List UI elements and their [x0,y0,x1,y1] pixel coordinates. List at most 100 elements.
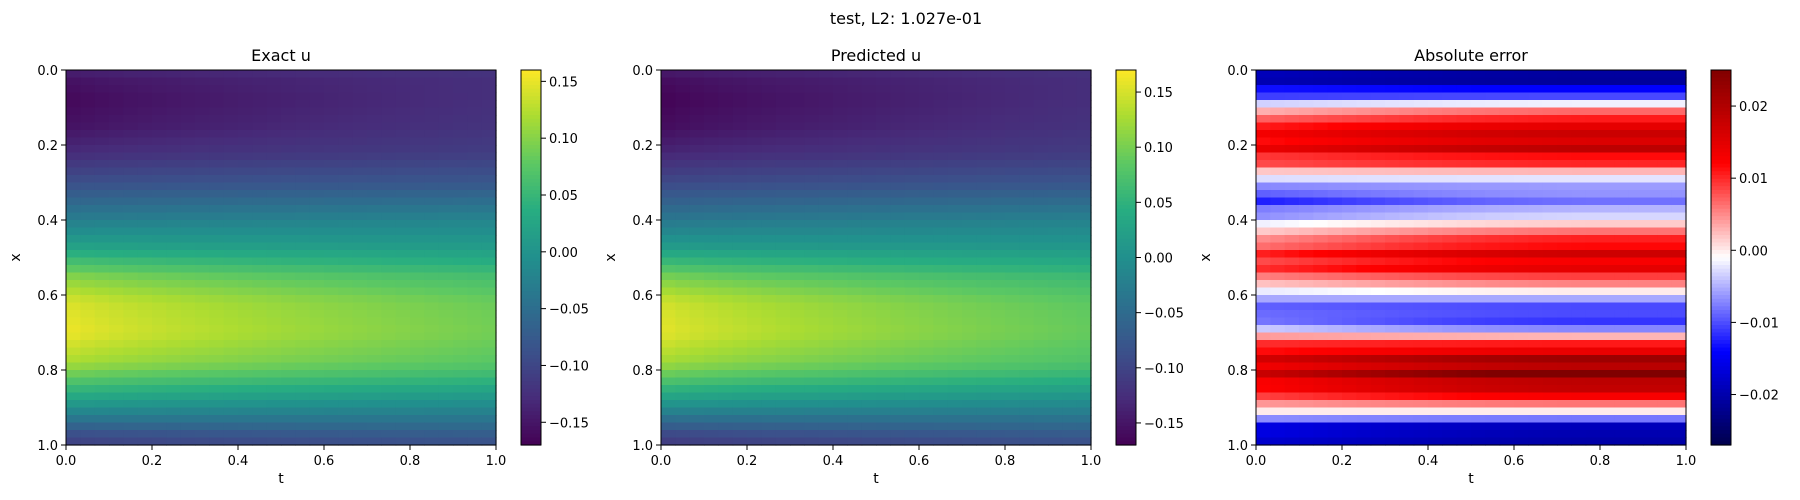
heatmap-cell [919,377,934,386]
heatmap-cell [180,235,196,244]
heatmap-cell [410,227,425,236]
heatmap-cell [66,400,81,409]
heatmap-cell [381,235,397,244]
heatmap-cell [1033,182,1049,191]
heatmap-cell [1485,280,1501,289]
heatmap-cell [1571,100,1587,109]
heatmap-cell [1557,392,1572,401]
heatmap-cell [704,362,719,371]
heatmap-cell [1571,347,1587,356]
heatmap-cell [66,130,81,139]
heatmap-cell [295,145,311,154]
heatmap-cell [266,250,282,259]
heatmap-cell [1499,77,1515,86]
heatmap-cell [1399,287,1415,296]
heatmap-cell [453,137,468,146]
heatmap-cell [732,362,748,371]
heatmap-cell [166,280,182,289]
heatmap-cell [919,77,934,86]
heatmap-cell [424,212,440,221]
heatmap-cell [1413,385,1429,394]
heatmap-cell [775,400,791,409]
heatmap-cell [890,242,906,251]
colorbar-segment [521,265,541,270]
heatmap-cell [1342,407,1357,416]
heatmap-cell [1471,100,1486,109]
heatmap-cell [195,85,210,94]
heatmap-cell [976,115,992,124]
heatmap-cell [747,400,762,409]
heatmap-cell [1299,355,1314,364]
heatmap-cell [438,347,454,356]
heatmap-cell [123,287,139,296]
heatmap-cell [137,137,153,146]
heatmap-cell [1557,197,1572,206]
heatmap-cell [1284,422,1300,431]
heatmap-cell [1643,407,1658,416]
heatmap-cell [1442,310,1458,319]
heatmap-cell [94,415,110,424]
heatmap-cell [761,332,777,341]
heatmap-cell [1385,400,1400,409]
heatmap-cell [295,422,311,431]
heatmap-cell [1313,242,1329,251]
heatmap-cell [689,362,705,371]
heatmap-cell [933,145,949,154]
heatmap-cell [1471,407,1486,416]
heatmap-cell [818,227,834,236]
heatmap-cell [1557,160,1572,169]
heatmap-cell [861,220,877,229]
heatmap-cell [675,400,691,409]
heatmap-cell [1614,197,1630,206]
heatmap-cell [1471,437,1486,446]
colorbar-segment [1711,295,1731,300]
heatmap-cell [704,85,719,94]
heatmap-cell [861,152,877,161]
heatmap-cell [223,265,239,274]
heatmap-cell [1313,332,1329,341]
heatmap-cell [1385,152,1400,161]
heatmap-cell [947,272,963,281]
heatmap-cell [1327,400,1343,409]
heatmap-cell [467,280,483,289]
heatmap-cell [1370,167,1386,176]
heatmap-cell [689,92,705,101]
heatmap-cell [1571,167,1587,176]
heatmap-cell [481,190,497,199]
heatmap-cell [1428,197,1443,206]
heatmap-cell [1542,272,1558,281]
y-tick-label: 0.0 [1227,64,1248,79]
heatmap-cell [123,167,139,176]
colorbar-segment [521,392,541,397]
heatmap-cell [1643,175,1658,184]
heatmap-cell [890,287,906,296]
heatmap-cell [890,385,906,394]
heatmap-cell [66,355,81,364]
heatmap-cell [761,122,777,131]
heatmap-cell [1313,190,1329,199]
heatmap-cell [1256,407,1271,416]
heatmap-cell [876,385,891,394]
heatmap-cell [166,347,182,356]
heatmap-cell [252,272,268,281]
heatmap-cell [1284,190,1300,199]
heatmap-cell [424,370,440,379]
heatmap-cell [1528,235,1544,244]
colorbar-segment [1116,81,1136,86]
heatmap-cell [424,385,440,394]
colorbar-segment [521,160,541,165]
heatmap-cell [1456,197,1472,206]
heatmap-cell [718,257,734,266]
heatmap-cell [775,347,791,356]
heatmap-cell [675,242,691,251]
heatmap-cell [195,205,210,214]
heatmap-cell [861,295,877,304]
heatmap-cell [1643,400,1658,409]
heatmap-cell [352,317,368,326]
heatmap-cell [395,175,411,184]
heatmap-cell [718,347,734,356]
heatmap-cell [395,295,411,304]
heatmap-cell [947,302,963,311]
heatmap-cell [1299,325,1314,334]
heatmap-cell [395,115,411,124]
